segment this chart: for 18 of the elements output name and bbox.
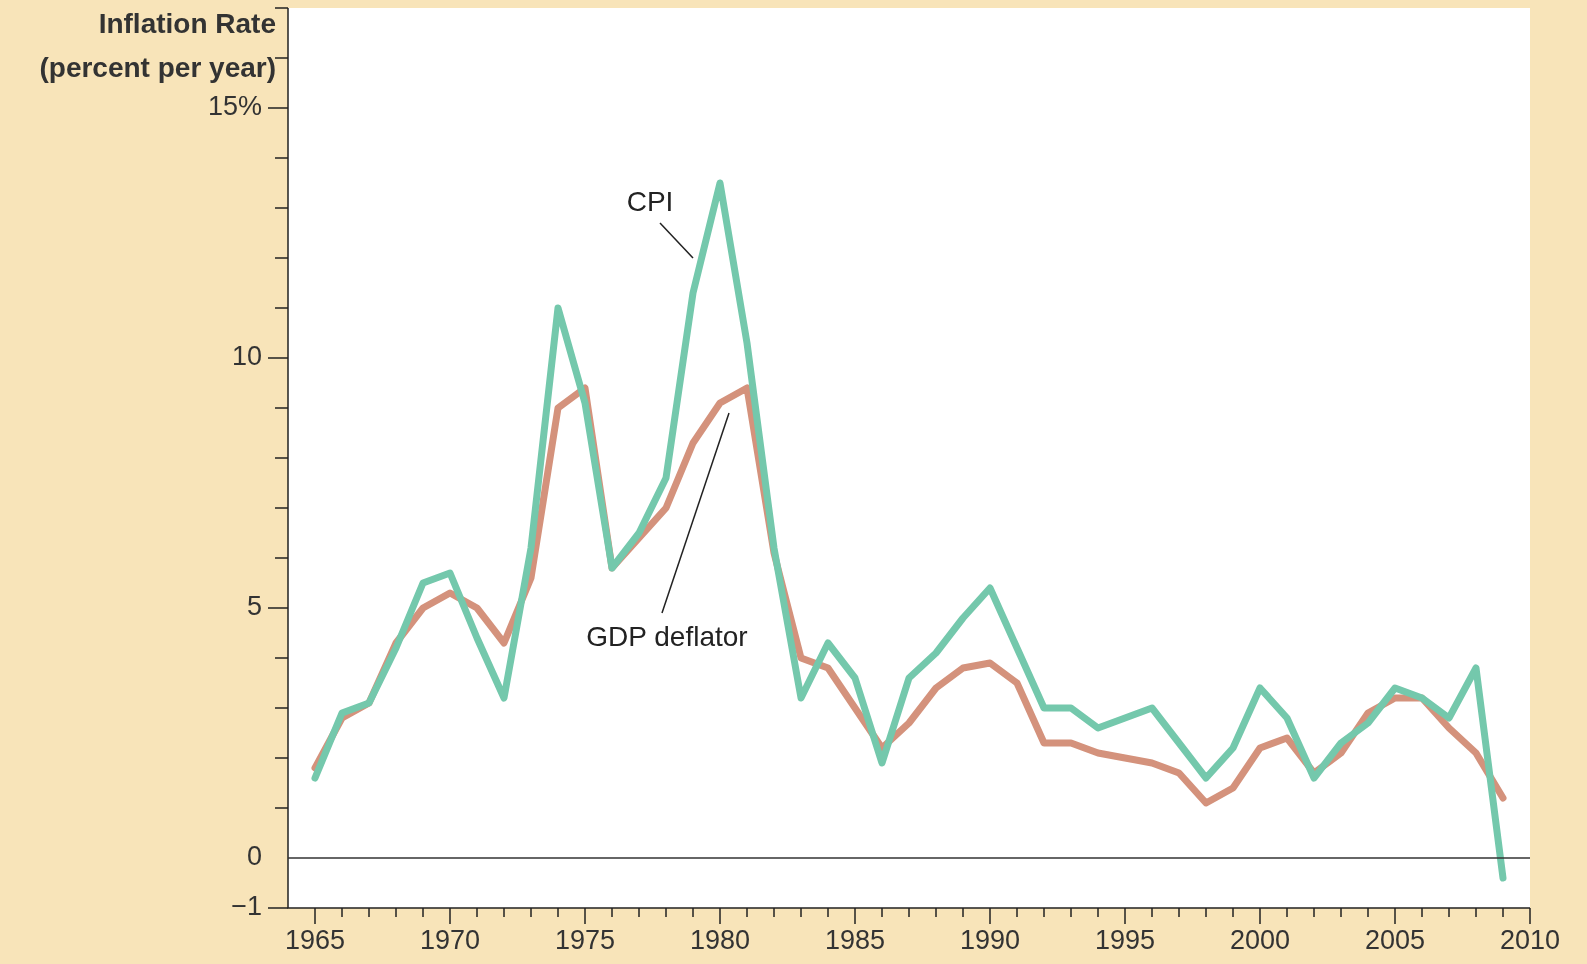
x-tick-label: 2010 [1499, 924, 1561, 955]
x-tick-label: 1965 [284, 924, 346, 955]
x-tick-label: 1970 [419, 924, 481, 955]
y-tick-label: 5 [246, 591, 262, 622]
x-tick-label: 1990 [959, 924, 1021, 955]
x-tick-label: 1995 [1094, 924, 1156, 955]
x-tick-label: 1985 [824, 924, 886, 955]
y-axis-title: Inflation Rate (percent per year) [38, 7, 276, 85]
x-tick-label: 2005 [1364, 924, 1426, 955]
y-tick-label: 15% [207, 91, 262, 122]
x-tick-label: 1980 [689, 924, 751, 955]
y-tick-label: −1 [231, 891, 262, 922]
x-tick-label: 1975 [554, 924, 616, 955]
series-label: CPI [626, 185, 674, 217]
series-label: GDP deflator [586, 620, 748, 652]
y-tick-label: 10 [231, 341, 262, 372]
x-tick-label: 2000 [1229, 924, 1291, 955]
y-tick-label: 0 [246, 841, 262, 872]
